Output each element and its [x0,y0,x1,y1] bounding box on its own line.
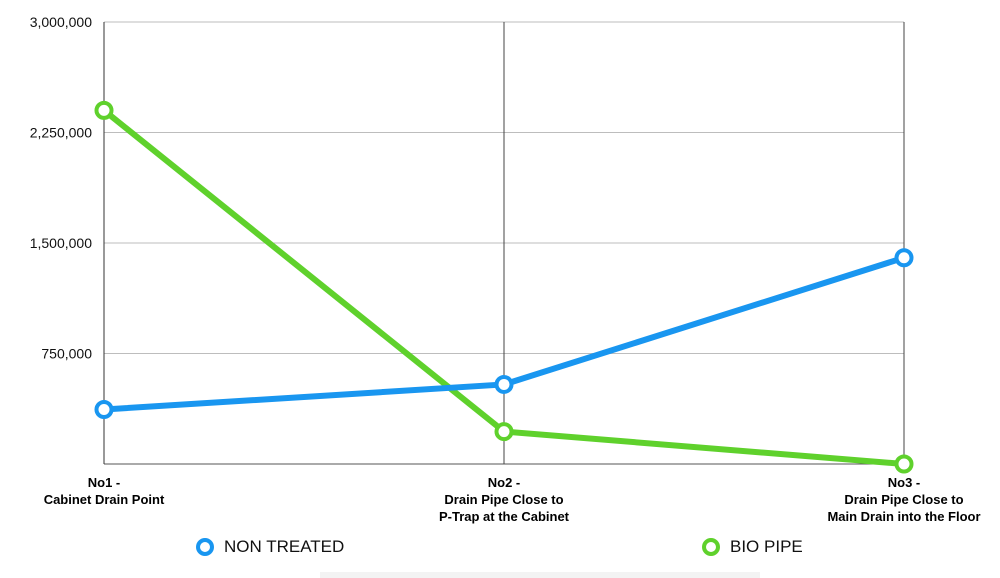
series-lines [94,100,914,474]
y-tick-label: 3,000,000 [30,14,92,30]
data-point-bio-pipe [894,454,914,474]
x-tick-label-line: Drain Pipe Close to [444,492,563,507]
legend-label-non-treated: NON TREATED [224,537,345,556]
legend-marker-non-treated [196,538,214,556]
x-tick-label-line: No3 - [888,475,921,490]
legend-label-bio-pipe: BIO PIPE [730,537,803,556]
x-tick-label-line: No1 - [88,475,121,490]
x-tick-label-line: No2 - [488,475,521,490]
grid-lines [103,21,905,465]
x-tick-label-line: Cabinet Drain Point [44,492,165,507]
legend-item-bio-pipe: BIO PIPE [702,537,803,557]
x-axis-labels: No1 - Cabinet Drain Point No2 - Drain Pipe … [44,475,981,524]
data-point-non-treated [894,248,914,268]
x-tick-label: No2 - Drain Pipe Close to P-Trap at the Ca… [439,475,570,524]
legend-marker-bio-pipe [702,538,720,556]
data-point-bio-pipe [94,100,114,120]
x-tick-label: No3 - Drain Pipe Close to Main Drain into … [827,475,980,524]
data-point-non-treated [94,399,114,419]
data-point-bio-pipe [494,422,514,442]
x-tick-label: No1 - Cabinet Drain Point [44,475,165,507]
footer-strip [320,572,760,578]
legend-item-non-treated: NON TREATED [196,537,344,557]
y-tick-label: 750,000 [41,346,92,362]
y-axis-ticks: 750,000 1,500,000 2,250,000 3,000,000 [30,14,93,362]
x-tick-label-line: Main Drain into the Floor [827,509,980,524]
data-point-non-treated [494,374,514,394]
x-tick-label-line: Drain Pipe Close to [844,492,963,507]
y-tick-label: 1,500,000 [30,235,92,251]
x-tick-label-line: P-Trap at the Cabinet [439,509,570,524]
y-tick-label: 2,250,000 [30,125,92,141]
